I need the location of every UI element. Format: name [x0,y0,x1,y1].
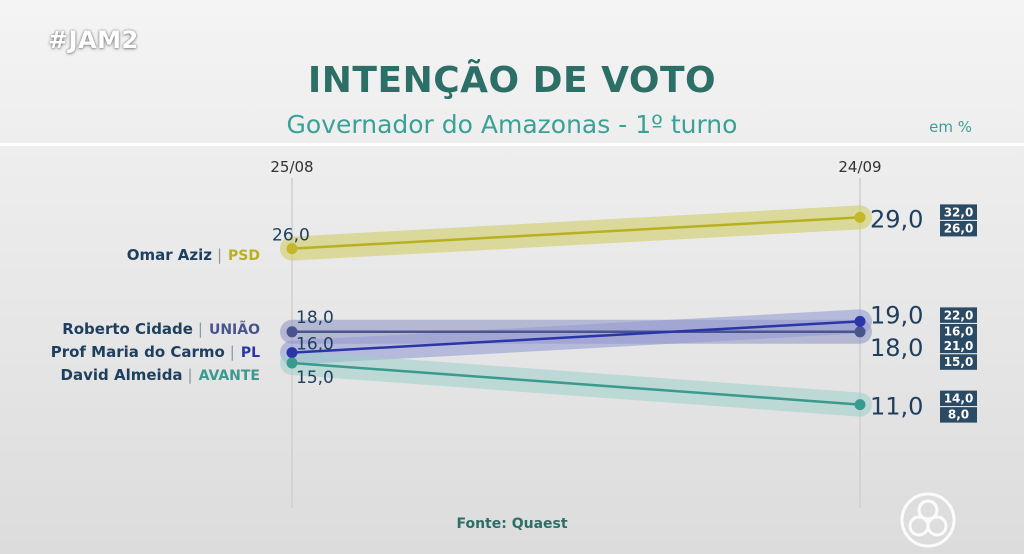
interval-lower: 8,0 [948,408,969,422]
candidate-name: Omar Aziz [127,246,213,264]
legend-separator: | [188,366,193,384]
data-label-start: 16,0 [296,335,334,355]
interval-upper: 32,0 [944,205,974,219]
interval-upper: 22,0 [944,308,974,322]
data-point [854,399,866,411]
data-label-end: 11,0 [870,393,923,421]
source-note: Fonte: Quaest [456,516,568,532]
interval-upper: 14,0 [944,392,974,406]
tv-network-logo-icon [898,490,958,554]
interval-lower: 26,0 [944,221,974,235]
data-point [286,357,298,369]
unit-label: em % [929,118,972,136]
data-point [854,326,866,338]
interval-lower: 16,0 [944,324,974,338]
candidate-party: AVANTE [199,368,260,384]
program-hashtag: #JAM2 [48,26,139,54]
chart-title: INTENÇÃO DE VOTO [307,60,717,101]
x-tick-label: 24/09 [838,158,881,176]
interval-lower: 15,0 [944,355,974,369]
data-label-start: 15,0 [296,368,334,388]
header-divider [0,143,1024,146]
chart-subtitle: Governador do Amazonas - 1º turno [286,110,738,139]
data-label-start: 26,0 [272,226,310,246]
candidate-party: UNIÃO [209,321,260,338]
data-label-end: 18,0 [870,334,923,362]
series-line [291,216,861,250]
series-line [291,320,861,354]
data-label-end: 29,0 [870,205,923,233]
x-tick-label: 25/08 [270,158,313,176]
data-point [286,347,298,359]
data-point [854,211,866,223]
data-label-start: 18,0 [296,308,334,328]
data-label-end: 19,0 [870,301,923,329]
candidate-party: PSD [228,248,260,264]
candidate-name: Roberto Cidade [62,320,193,338]
data-point [286,243,298,255]
interval-upper: 21,0 [944,339,974,353]
legend-separator: | [230,343,235,361]
candidate-name: Prof Maria do Carmo [51,343,225,361]
legend-separator: | [217,246,222,264]
candidate-party: PL [241,345,260,361]
candidate-name: David Almeida [61,366,183,384]
data-point [286,326,298,338]
legend-separator: | [198,320,203,338]
data-point [854,315,866,327]
series-line [291,361,861,406]
